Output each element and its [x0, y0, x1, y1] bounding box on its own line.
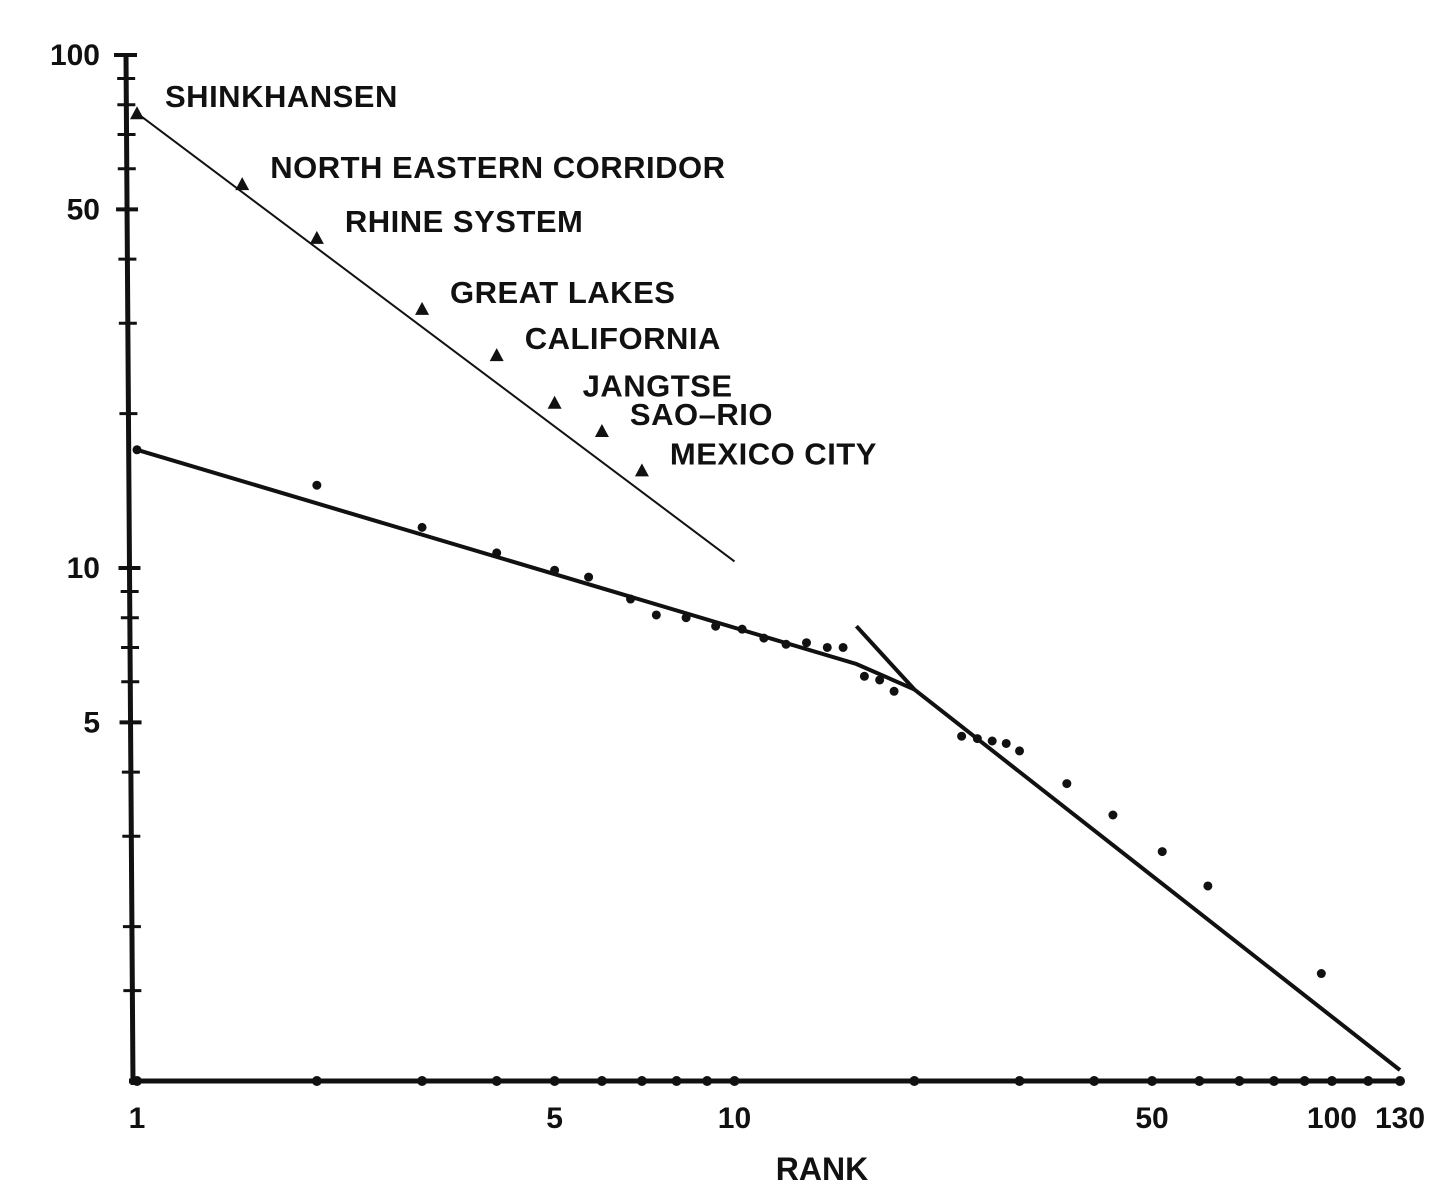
x-tick-label: 5	[546, 1102, 563, 1135]
dot-marker	[1157, 847, 1167, 857]
dot-marker	[1062, 779, 1072, 789]
annotations: SHINKHANSEN NORTH EASTERN CORRIDOR RHINE S…	[165, 79, 877, 471]
dot-marker	[822, 642, 832, 652]
x-major-tick	[1147, 1076, 1158, 1086]
x-minor-tick	[909, 1076, 920, 1086]
x-minor-tick	[702, 1076, 713, 1086]
x-minor-tick	[636, 1076, 647, 1086]
x-minor-tick	[311, 1076, 322, 1086]
dot-marker	[626, 594, 636, 604]
x-tick-label: 10	[718, 1102, 751, 1135]
x-axis-title: RANK	[776, 1151, 868, 1187]
dot-marker	[838, 642, 848, 652]
point-label: JANGTSE	[583, 369, 733, 404]
x-minor-tick	[417, 1076, 428, 1086]
fit-line	[136, 447, 916, 692]
dot-marker	[550, 565, 560, 575]
dot-marker	[681, 613, 691, 623]
x-major-tick	[729, 1076, 740, 1086]
point-label: CALIFORNIA	[525, 321, 721, 356]
x-minor-tick	[671, 1076, 682, 1086]
x-minor-tick	[1299, 1076, 1310, 1086]
dot-marker	[1015, 746, 1025, 756]
x-major-tick	[549, 1076, 560, 1086]
x-minor-tick	[1363, 1076, 1374, 1086]
dot-marker	[972, 734, 982, 744]
dot-marker	[1316, 969, 1326, 979]
point-label: NORTH EASTERN CORRIDOR	[270, 150, 725, 185]
dot-marker	[1108, 810, 1118, 820]
triangle-marker	[634, 463, 649, 477]
x-minor-tick	[596, 1076, 607, 1086]
fit-line	[854, 624, 1402, 1072]
x-tick-label: 130	[1375, 1102, 1425, 1135]
triangle-marker	[489, 348, 504, 362]
x-minor-tick	[1269, 1076, 1280, 1086]
data-markers	[130, 106, 1326, 979]
y-tick-label: 50	[67, 193, 100, 226]
dot-marker	[1203, 881, 1213, 891]
dot-marker	[875, 675, 885, 685]
point-label: MEXICO CITY	[670, 436, 877, 471]
x-minor-tick	[1234, 1076, 1245, 1086]
point-label: SAO–RIO	[630, 397, 773, 432]
x-major-tick	[132, 1076, 142, 1086]
ticks: 5 10 50 100 1 5 10 50 100 130	[50, 39, 1425, 1135]
x-minor-tick	[1089, 1076, 1100, 1086]
x-minor-tick	[491, 1076, 502, 1086]
y-tick-label: 100	[50, 39, 100, 72]
triangle-marker	[130, 106, 144, 120]
fit-lines	[136, 112, 1402, 1072]
point-label: RHINE SYSTEM	[345, 204, 584, 239]
dot-marker	[492, 548, 502, 558]
dot-marker	[312, 480, 322, 490]
axes	[114, 53, 1400, 1086]
dot-marker	[759, 633, 769, 643]
dot-marker	[801, 638, 811, 648]
dot-marker	[132, 445, 142, 455]
x-tick-label: 1	[129, 1102, 146, 1135]
dot-marker	[737, 624, 747, 634]
y-tick-label: 10	[67, 552, 100, 585]
dot-marker	[987, 736, 997, 746]
triangle-marker	[594, 423, 609, 437]
triangle-marker	[309, 230, 324, 244]
dot-marker	[711, 621, 721, 631]
triangle-marker	[547, 395, 562, 409]
y-tick-label: 5	[83, 706, 100, 739]
point-label: GREAT LAKES	[450, 275, 675, 310]
x-tick-label: 100	[1307, 1102, 1357, 1135]
x-minor-tick	[1194, 1076, 1205, 1086]
dot-marker	[859, 671, 869, 681]
triangle-marker	[415, 301, 430, 315]
triangle-marker	[235, 177, 250, 191]
dot-marker	[417, 522, 427, 532]
dot-marker	[651, 610, 661, 620]
dot-marker	[889, 686, 899, 696]
dot-marker	[781, 639, 791, 649]
dot-marker	[957, 731, 967, 741]
x-tick-label: 50	[1135, 1102, 1168, 1135]
x-minor-tick	[1014, 1076, 1025, 1086]
point-label: SHINKHANSEN	[165, 79, 398, 114]
x-major-tick	[1326, 1076, 1337, 1086]
dot-marker	[584, 572, 594, 582]
x-major-tick	[1395, 1076, 1405, 1086]
dot-marker	[1001, 738, 1011, 748]
